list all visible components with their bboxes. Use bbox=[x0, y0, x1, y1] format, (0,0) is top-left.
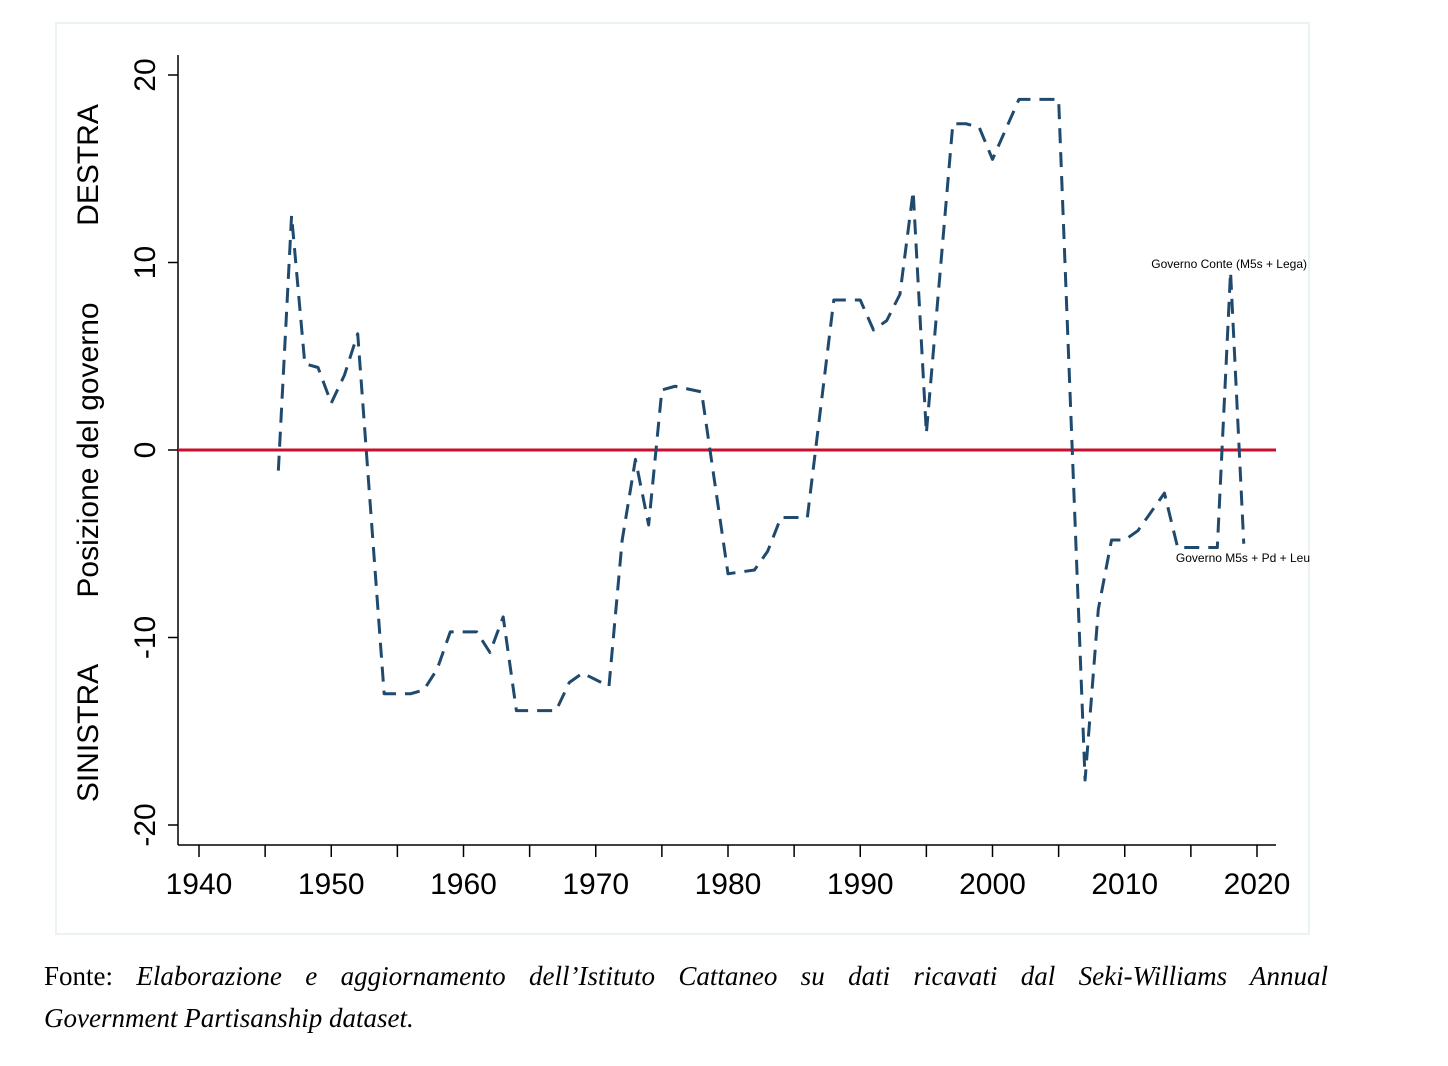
series-line bbox=[276, 97, 1246, 782]
x-tick-label: 1950 bbox=[298, 868, 365, 901]
line-chart: -20 -10 0 10 20 1940 1950 1960 1970 1980 1990 2000 2… bbox=[72, 55, 1310, 901]
chart-frame bbox=[55, 22, 1310, 935]
x-tick-label: 1980 bbox=[695, 868, 762, 901]
y-tick-label: -20 bbox=[129, 803, 162, 846]
y-tick-label: 10 bbox=[129, 246, 162, 279]
y-axis-label-bottom: SINISTRA bbox=[72, 664, 105, 802]
annotation-m5s-pd-leu: Governo M5s + Pd + Leu bbox=[1176, 551, 1310, 565]
x-tick-label: 1970 bbox=[562, 868, 629, 901]
caption-prefix: Fonte: bbox=[44, 961, 114, 991]
figure-caption: Fonte: Elaborazione e aggiornamento dell… bbox=[44, 955, 1328, 997]
x-tick-label: 2010 bbox=[1091, 868, 1158, 901]
x-tick-label: 2000 bbox=[959, 868, 1026, 901]
x-tick-label: 1990 bbox=[827, 868, 894, 901]
x-tick-label: 1940 bbox=[166, 868, 233, 901]
annotation-conte: Governo Conte (M5s + Lega) bbox=[1151, 257, 1307, 271]
y-tick-label: -10 bbox=[129, 616, 162, 659]
y-axis-label-top: DESTRA bbox=[72, 104, 105, 226]
x-tick-label: 1960 bbox=[430, 868, 497, 901]
x-tick-label: 2020 bbox=[1224, 868, 1291, 901]
y-tick-label: 0 bbox=[129, 442, 162, 459]
caption-line2: Government Partisanship dataset. bbox=[44, 1003, 414, 1033]
y-axis-label: Posizione del governo bbox=[72, 302, 105, 597]
y-tick-label: 20 bbox=[129, 58, 162, 91]
caption-line1: Elaborazione e aggiornamento dell’Istitu… bbox=[136, 961, 1329, 991]
